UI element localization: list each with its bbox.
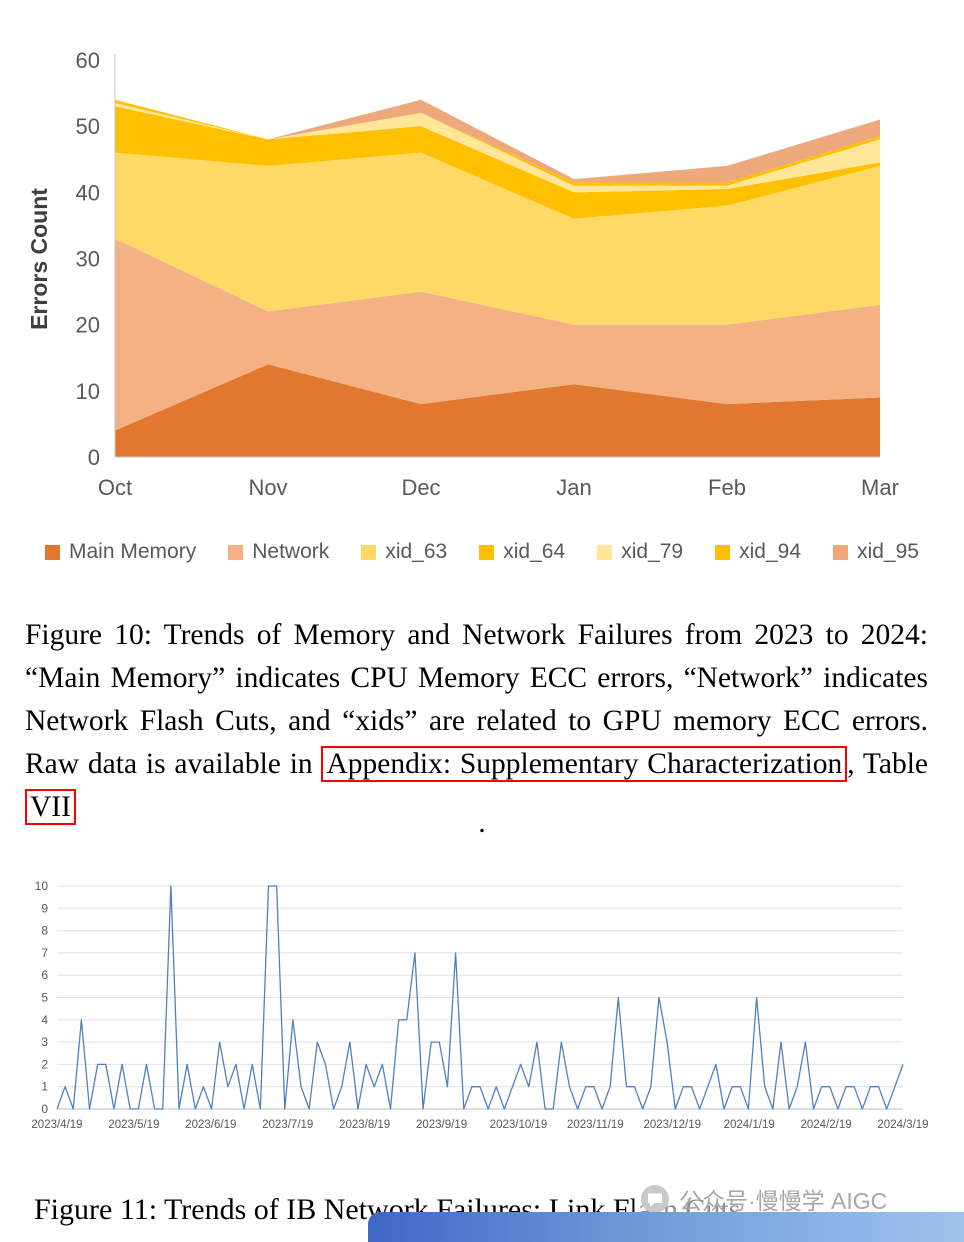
link-flash-cuts-line xyxy=(56,885,904,1110)
legend-swatch xyxy=(833,544,849,560)
y-tick-label: 50 xyxy=(76,114,100,139)
legend-item: xid_94 xyxy=(715,540,801,564)
bottom-banner xyxy=(368,1212,964,1242)
y-tick-label: 30 xyxy=(76,247,100,272)
legend-item: xid_79 xyxy=(597,540,683,564)
figure10-caption-text-2: , Table xyxy=(847,747,928,780)
y-tick-label: 6 xyxy=(41,968,48,982)
x-tick-label: 2023/7/19 xyxy=(262,1119,313,1131)
ib-network-failures-line-chart: 0 1 2 3 4 5 6 7 8 9 10 2023/4/19 2023/5/19 2023/6/19 2… xyxy=(31,879,928,1131)
x-tick-label: Nov xyxy=(248,475,287,500)
area-series-Main Memory xyxy=(115,364,880,457)
x-tick-label: 2023/9/19 xyxy=(416,1119,467,1131)
legend-swatch xyxy=(597,544,613,560)
x-tick-label: 2023/6/19 xyxy=(185,1119,236,1131)
area-series-xid_64 xyxy=(115,106,880,219)
x-tick-label: 2023/8/19 xyxy=(339,1119,390,1131)
legend-swatch xyxy=(361,544,377,560)
legend-label: xid_79 xyxy=(621,540,684,563)
legend-swatch xyxy=(479,544,495,560)
area-series-xid_63 xyxy=(115,152,880,325)
y-tick-label: 8 xyxy=(41,924,48,938)
watermark-text: 公众号·慢慢学 AIGC xyxy=(679,1188,888,1214)
y-tick-label: 10 xyxy=(35,879,49,893)
legend-label: xid_64 xyxy=(503,540,566,563)
legend-item: xid_95 xyxy=(833,540,919,564)
y-tick-label: 0 xyxy=(41,1102,48,1116)
y-tick-label: 3 xyxy=(41,1035,48,1049)
y-tick-label: 20 xyxy=(76,313,100,338)
area-series-xid_95 xyxy=(115,99,880,183)
x-tick-label: Feb xyxy=(708,475,746,500)
memory-network-failures-stacked-area-chart: 0 10 20 30 40 50 60 Oct Nov Dec Jan Feb Mar Errors Co… xyxy=(26,48,899,500)
legend-item: Main Memory xyxy=(45,540,196,564)
legend-label: Network xyxy=(252,540,330,563)
watermark: 公众号·慢慢学 AIGC xyxy=(634,1180,894,1218)
y-tick-label: 1 xyxy=(41,1080,48,1094)
x-tick-label: 2023/4/19 xyxy=(31,1119,82,1131)
y-tick-label: 9 xyxy=(41,901,48,915)
y-tick-label: 4 xyxy=(41,1013,48,1027)
legend-label: Main Memory xyxy=(69,540,197,563)
legend-label: xid_94 xyxy=(739,540,802,563)
legend-item: xid_64 xyxy=(479,540,565,564)
legend-item: xid_63 xyxy=(361,540,447,564)
legend-swatch xyxy=(45,544,60,560)
x-tick-label: 2024/1/19 xyxy=(724,1119,775,1131)
x-tick-label: 2023/12/19 xyxy=(643,1119,701,1131)
legend-label: xid_63 xyxy=(385,540,448,563)
y-axis-title: Errors Count xyxy=(26,188,52,330)
figure10-caption: Figure 10: Trends of Memory and Network … xyxy=(25,614,928,829)
y-tick-label: 40 xyxy=(76,180,100,205)
x-tick-label: 2024/3/19 xyxy=(877,1119,928,1131)
table-vii-link[interactable]: VII xyxy=(25,788,76,825)
x-tick-label: 2023/5/19 xyxy=(108,1119,159,1131)
legend-item: Network xyxy=(228,540,329,564)
appendix-link[interactable]: Appendix: Supplementary Characterization xyxy=(321,745,848,782)
x-tick-label: 2023/10/19 xyxy=(490,1119,548,1131)
legend-swatch xyxy=(715,544,731,560)
chart-legend: Main Memory Network xid_63 xid_64 xid_79 xid_… xyxy=(0,540,964,564)
y-tick-label: 7 xyxy=(41,946,48,960)
figure10-caption-text: Figure 10: Trends of Memory and Network … xyxy=(25,618,928,780)
x-tick-label: Dec xyxy=(401,475,440,500)
x-tick-label: Oct xyxy=(98,475,132,500)
x-tick-label: Mar xyxy=(861,475,899,500)
x-tick-label: Jan xyxy=(556,475,591,500)
y-tick-label: 60 xyxy=(76,48,100,73)
wechat-icon xyxy=(640,1184,670,1214)
area-series-Network xyxy=(115,238,880,431)
legend-label: xid_95 xyxy=(857,540,919,563)
x-tick-label: 2023/11/19 xyxy=(567,1119,624,1131)
y-tick-label: 0 xyxy=(88,445,100,470)
legend-swatch xyxy=(228,544,244,560)
y-tick-label: 2 xyxy=(41,1057,48,1071)
x-tick-label: 2024/2/19 xyxy=(801,1119,852,1131)
caption-period: . xyxy=(478,806,486,839)
y-tick-label: 10 xyxy=(76,379,100,404)
y-tick-label: 5 xyxy=(41,991,48,1005)
